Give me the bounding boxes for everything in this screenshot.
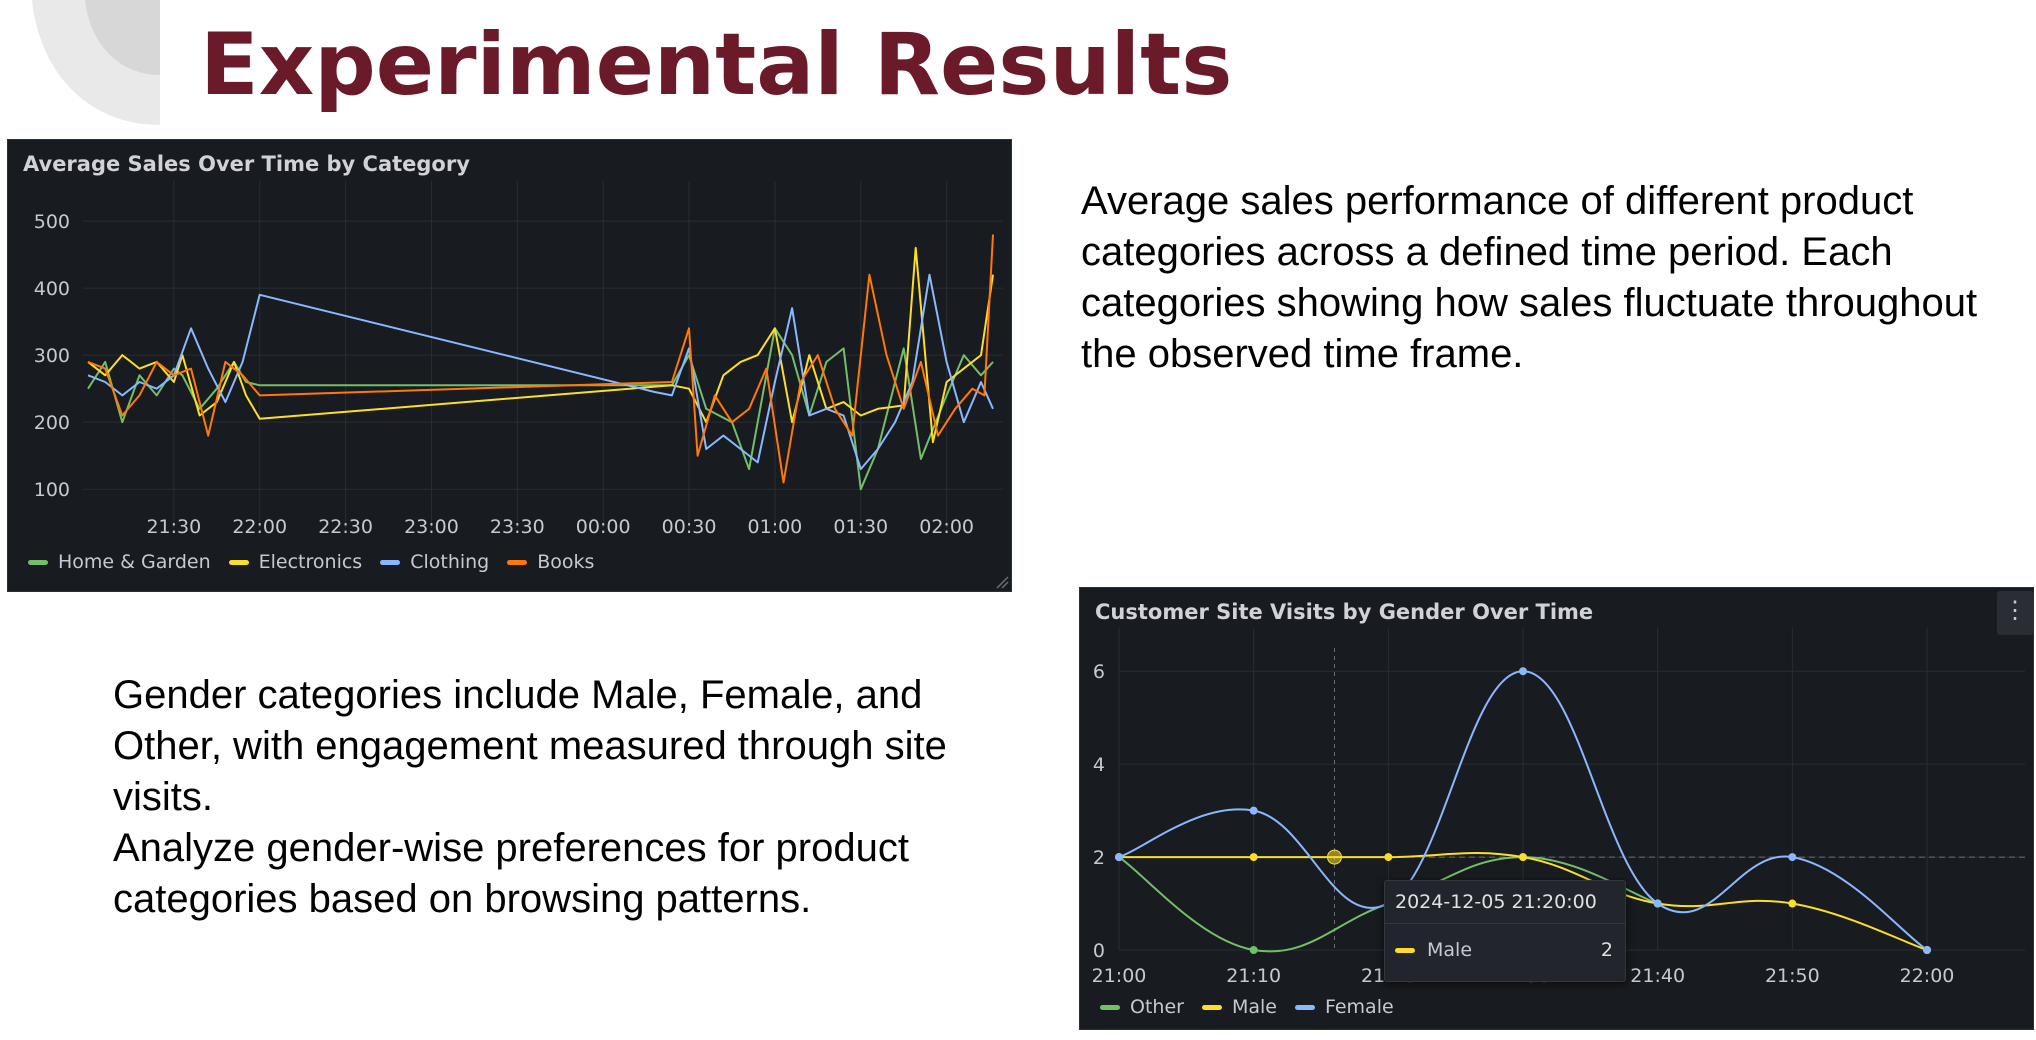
visits-legend-item[interactable]: Female — [1294, 996, 1394, 1018]
more-vertical-icon: ⋮ — [2003, 597, 2027, 624]
data-point-male — [1788, 899, 1797, 908]
y-tick-label: 400 — [34, 278, 70, 300]
y-tick-label: 300 — [34, 345, 70, 367]
resize-handle-icon[interactable] — [995, 575, 1009, 589]
x-tick-label: 22:30 — [318, 516, 373, 538]
series-line-electronics — [87, 246, 994, 444]
y-tick-label: 0 — [1093, 940, 1105, 962]
sales-legend-item[interactable]: Books — [507, 551, 594, 573]
series-line-clothing — [87, 273, 994, 471]
legend-label: Other — [1130, 996, 1184, 1018]
x-tick-label: 01:00 — [748, 516, 803, 538]
x-tick-label: 21:10 — [1226, 965, 1281, 987]
data-point-male — [1384, 853, 1393, 862]
x-tick-label: 21:40 — [1630, 965, 1685, 987]
x-tick-label: 00:30 — [662, 516, 717, 538]
series-line-home-garden — [87, 327, 994, 491]
tooltip-time: 2024-12-05 21:20:00 — [1395, 891, 1597, 913]
x-tick-label: 23:00 — [404, 516, 459, 538]
x-tick-label: 00:00 — [576, 516, 631, 538]
x-tick-label: 23:30 — [490, 516, 545, 538]
y-tick-label: 6 — [1093, 661, 1105, 683]
sales-chart: 21:30 22:00 22:30 23:00 23:30 00:00 00:30 01:00… — [34, 181, 1003, 538]
tooltip-value: 2 — [1600, 939, 1613, 961]
legend-swatch — [1100, 1004, 1120, 1010]
legend-swatch — [228, 559, 249, 565]
legend-swatch — [380, 559, 401, 565]
y-tick-label: 2 — [1093, 847, 1105, 869]
corner-decoration — [32, 0, 160, 125]
y-tick-label: 200 — [34, 412, 70, 434]
tooltip-divider — [1385, 923, 1625, 924]
x-tick-label: 01:30 — [833, 516, 888, 538]
legend-label: Home & Garden — [58, 551, 211, 573]
data-point-female — [1788, 853, 1797, 862]
legend-label: Female — [1324, 996, 1394, 1018]
sales-chart-panel: Average Sales Over Time by Category 21:3… — [7, 139, 1012, 592]
visits-chart-title: Customer Site Visits by Gender Over Time — [1095, 600, 1594, 624]
x-tick-label: 21:30 — [146, 516, 201, 538]
legend-label: Books — [537, 551, 595, 573]
visits-legend-item[interactable]: Other — [1100, 996, 1184, 1018]
sales-legend-item[interactable]: Electronics — [228, 551, 363, 573]
data-point-other — [1249, 946, 1258, 954]
legend-swatch — [1294, 1004, 1315, 1010]
legend-swatch — [507, 559, 528, 565]
gender-description: Gender categories include Male, Female, … — [113, 673, 947, 921]
sales-chart-title: Average Sales Over Time by Category — [23, 152, 470, 176]
y-tick-label: 100 — [34, 479, 70, 501]
data-point-male — [1249, 853, 1258, 862]
hover-point — [1326, 849, 1342, 865]
sales-legend-item[interactable]: Clothing — [380, 551, 489, 573]
y-tick-label: 4 — [1093, 754, 1105, 776]
x-tick-label: 21:00 — [1092, 965, 1147, 987]
legend-swatch — [1201, 1004, 1222, 1010]
tooltip-swatch — [1395, 947, 1415, 953]
visits-legend-item[interactable]: Male — [1201, 996, 1277, 1018]
data-point-female — [1115, 853, 1123, 862]
x-tick-label: 22:00 — [1900, 965, 1955, 987]
legend-label: Male — [1231, 996, 1277, 1018]
x-tick-label: 21:50 — [1765, 965, 1820, 987]
x-tick-label: 22:00 — [232, 516, 287, 538]
data-point-male — [1519, 853, 1527, 862]
panel-menu-button[interactable]: ⋮ — [1997, 591, 2033, 635]
legend-label: Clothing — [410, 551, 490, 573]
y-tick-label: 500 — [34, 211, 70, 233]
visits-chart-panel: Customer Site Visits by Gender Over Time… — [1079, 587, 2034, 1030]
chart-tooltip: 2024-12-05 21:20:00 Male 2 — [1384, 880, 1626, 982]
sales-legend-item[interactable]: Home & Garden — [28, 551, 211, 573]
data-point-female — [1653, 899, 1662, 908]
x-tick-label: 02:00 — [919, 516, 974, 538]
legend-swatch — [28, 559, 48, 565]
tooltip-series: Male — [1427, 939, 1473, 961]
data-point-female — [1519, 667, 1527, 676]
data-point-female — [1249, 806, 1258, 815]
legend-label: Electronics — [258, 551, 363, 573]
sales-description: Average sales performance of different p… — [1081, 179, 1978, 376]
visits-legend: Other Male Female — [1100, 996, 1394, 1018]
sales-legend: Home & Garden Electronics Clothing Books — [28, 551, 594, 573]
slide-title: Experimental Results — [200, 15, 1233, 115]
tooltip-row: Male 2 — [1395, 939, 1613, 961]
series-line-books — [87, 234, 994, 484]
data-point-female — [1923, 946, 1931, 954]
